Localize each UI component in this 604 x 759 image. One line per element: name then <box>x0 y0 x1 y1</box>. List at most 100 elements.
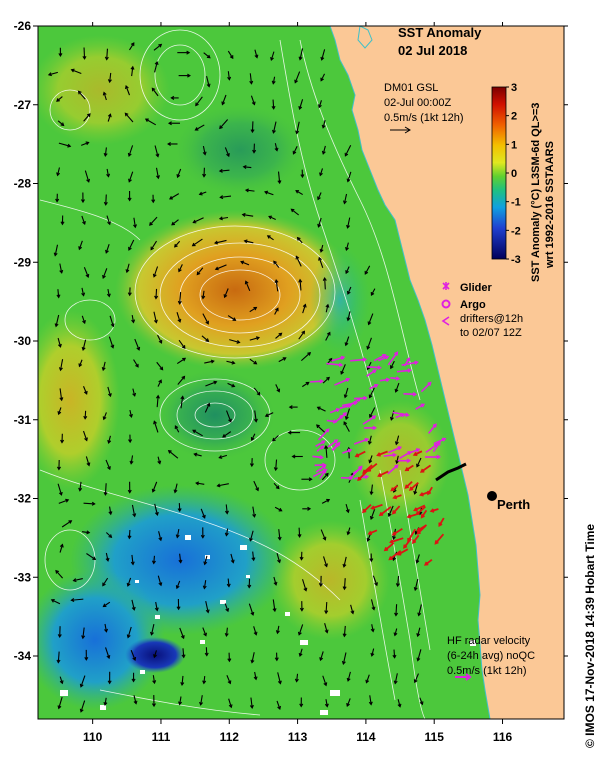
model-vector <box>227 315 237 321</box>
model-vector <box>104 623 109 633</box>
model-vector <box>127 481 132 494</box>
model-vector <box>204 402 211 413</box>
model-vector <box>106 288 111 298</box>
model-vector <box>218 168 230 173</box>
model-vector <box>298 330 306 340</box>
model-vector <box>199 695 204 706</box>
model-vector <box>129 409 133 418</box>
model-vector <box>299 551 304 561</box>
colorbar-tick-label: -1 <box>511 197 521 209</box>
model-vector <box>298 99 304 111</box>
model-vector <box>218 216 229 221</box>
model-vector <box>395 455 400 465</box>
model-vector <box>70 598 84 603</box>
model-vector <box>70 68 82 74</box>
model-vector <box>249 306 258 313</box>
model-vector <box>302 506 312 511</box>
model-vector <box>272 121 277 134</box>
model-vector <box>224 528 229 537</box>
model-vector <box>77 90 86 100</box>
model-vector <box>195 96 203 107</box>
model-vector <box>316 424 326 433</box>
model-vector <box>319 244 324 253</box>
model-vector <box>56 96 63 102</box>
model-vector <box>128 171 134 183</box>
model-vector <box>394 604 399 617</box>
lat-tick-label: -29 <box>14 255 32 269</box>
hf-radar-vector <box>407 528 417 543</box>
model-vector <box>228 698 233 709</box>
model-vector <box>194 124 205 131</box>
perth-label: Perth <box>497 497 530 512</box>
model-vector <box>109 315 115 328</box>
drifter-vector <box>366 369 377 377</box>
model-vector <box>205 600 210 614</box>
model-vector <box>342 556 347 568</box>
model-vector <box>369 508 376 521</box>
model-vector <box>241 212 254 217</box>
model-vector <box>131 504 137 518</box>
drifter-vector <box>378 355 390 362</box>
model-vector <box>321 145 326 155</box>
model-vector <box>193 452 202 457</box>
model-vector <box>107 435 112 444</box>
model-vector <box>417 604 422 617</box>
hf-radar-vector <box>420 509 428 519</box>
hf-radar-scale: 0.5m/s (1kt 12h) <box>447 665 526 677</box>
drifter-vector <box>334 377 351 386</box>
model-vector <box>101 361 106 372</box>
model-vector <box>58 498 70 504</box>
model-vector <box>103 194 108 206</box>
hf-radar-vector <box>415 505 426 516</box>
model-vector <box>195 481 205 486</box>
warm-eddy <box>115 210 355 370</box>
hf-scale-arrow-icon <box>455 673 472 681</box>
model-vector <box>278 357 287 363</box>
model-vector <box>367 435 372 445</box>
model-vector <box>78 240 83 251</box>
model-vector <box>342 578 347 591</box>
drifter-marker-icon <box>441 316 450 326</box>
hf-radar-vectors <box>354 450 445 566</box>
model-vector <box>393 673 398 685</box>
model-vector <box>419 697 424 706</box>
model-vector <box>344 336 350 347</box>
hf-radar-vector <box>361 504 372 514</box>
model-vector <box>223 288 229 299</box>
model-vector <box>103 697 108 706</box>
plot-frame <box>37 25 565 720</box>
model-vector <box>264 412 274 418</box>
drifter-vector <box>313 468 328 478</box>
colorbar-ticks: 3 2 1 0 -1 -2 -3 <box>506 82 521 266</box>
model-vector <box>155 167 160 180</box>
model-vector <box>226 675 232 685</box>
lon-tick-label: 113 <box>288 730 308 744</box>
model-vector <box>154 503 159 516</box>
model-vector <box>167 141 178 146</box>
model-vector <box>252 506 257 518</box>
model-vector <box>365 674 370 684</box>
model-vector <box>57 407 62 416</box>
colorbar-tick-label: 3 <box>511 82 517 94</box>
model-time: 02-Jul 00:00Z <box>384 97 452 109</box>
hf-radar-vector <box>406 513 417 519</box>
colorbar-tick-label: 1 <box>511 139 517 151</box>
anomaly-patch <box>270 520 390 640</box>
model-vector <box>413 673 419 684</box>
model-vector <box>397 699 402 708</box>
model-vector <box>56 289 61 299</box>
model-vector <box>226 578 231 588</box>
model-vector <box>273 576 278 586</box>
model-vector <box>57 120 65 127</box>
model-vector <box>177 50 191 55</box>
model-vector <box>272 599 277 613</box>
model-vector <box>226 410 232 423</box>
model-vector <box>132 388 137 397</box>
model-vector <box>226 360 236 365</box>
model-vector <box>131 672 136 683</box>
model-vector <box>82 386 88 395</box>
model-vector <box>264 190 274 196</box>
model-vector <box>104 48 109 61</box>
hf-radar-vector <box>412 450 423 457</box>
lat-tick-label: -34 <box>14 649 32 663</box>
